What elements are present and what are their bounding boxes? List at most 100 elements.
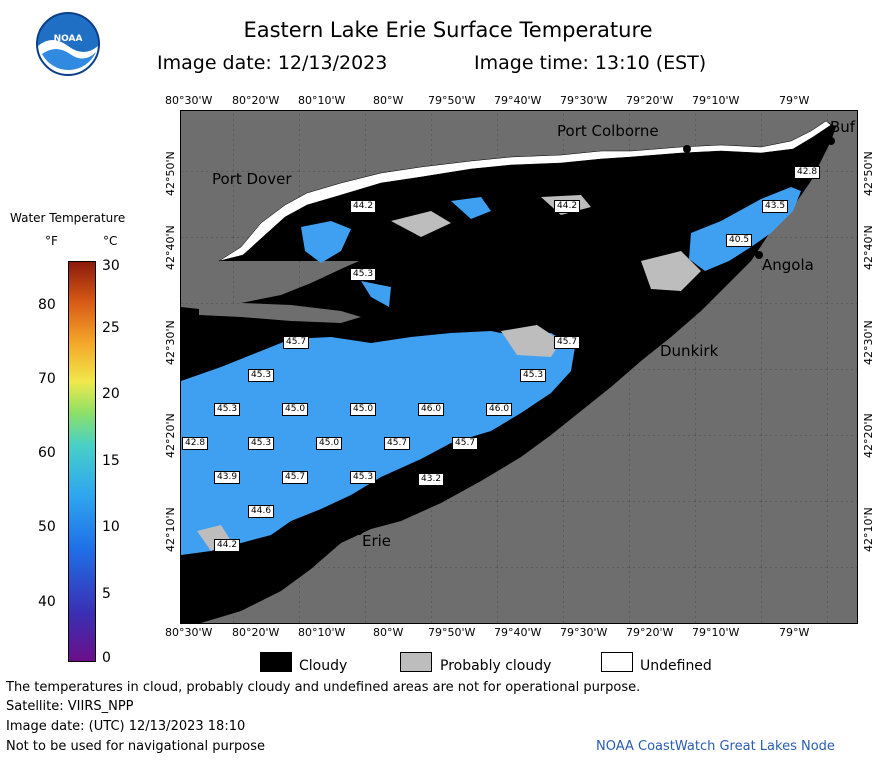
colorbar-f-tick: 50 <box>38 519 56 535</box>
temp-tag: 44.2 <box>214 539 241 552</box>
x-tick-top: 79°10'W <box>692 94 740 107</box>
x-tick-top: 80°10'W <box>298 94 346 107</box>
legend-label-undefined: Undefined <box>640 658 712 674</box>
noaa-logo-text: NOAA <box>53 34 83 44</box>
colorbar-c-tick: 20 <box>102 386 120 402</box>
temp-tag: 43.9 <box>214 471 241 484</box>
temp-tag: 43.2 <box>418 473 445 486</box>
x-tick-bottom: 79°W <box>779 626 810 639</box>
lake-erie-map <box>180 110 858 624</box>
place-label-port-dover: Port Dover <box>212 170 292 188</box>
temp-tag: 45.7 <box>452 437 479 450</box>
temp-tag: 45.3 <box>214 403 241 416</box>
x-tick-top: 80°30'W <box>165 94 213 107</box>
x-tick-top: 79°50'W <box>428 94 476 107</box>
x-tick-top: 80°20'W <box>232 94 280 107</box>
legend-swatch-cloudy <box>260 652 292 672</box>
temp-tag: 45.3 <box>248 437 275 450</box>
legend-label-cloudy: Cloudy <box>299 658 348 674</box>
temp-tag: 45.7 <box>554 336 581 349</box>
temp-tag: 45.0 <box>350 403 377 416</box>
image-time: Image time: 13:10 (EST) <box>474 52 707 74</box>
place-label-erie: Erie <box>362 532 392 550</box>
y-tick-right: 42°30'N <box>862 320 875 365</box>
y-tick-left: 42°20'N <box>164 413 177 458</box>
x-tick-bottom: 80°30'W <box>165 626 213 639</box>
colorbar-unit-c: °C <box>103 234 118 248</box>
temp-tag: 42.8 <box>794 166 821 179</box>
city-marker <box>755 251 763 259</box>
colorbar-c-tick: 25 <box>102 320 120 336</box>
x-tick-bottom: 79°40'W <box>494 626 542 639</box>
credit-text: NOAA CoastWatch Great Lakes Node <box>596 739 835 754</box>
navigation-warning: Not to be used for navigational purpose <box>6 739 266 754</box>
colorbar-f-tick: 70 <box>38 371 56 387</box>
x-tick-top: 79°40'W <box>494 94 542 107</box>
x-tick-bottom: 79°30'W <box>560 626 608 639</box>
y-tick-right: 42°50'N <box>862 151 875 196</box>
legend-label-probably-cloudy: Probably cloudy <box>440 658 552 674</box>
x-tick-top: 79°W <box>779 94 810 107</box>
y-tick-left: 42°10'N <box>164 507 177 552</box>
water-temperature-area <box>181 331 575 555</box>
y-tick-right: 42°40'N <box>862 225 875 270</box>
temp-tag: 45.7 <box>384 437 411 450</box>
city-marker <box>355 527 363 535</box>
colorbar-c-tick: 15 <box>102 453 120 469</box>
colorbar-c-tick: 5 <box>102 586 111 602</box>
temp-tag: 45.0 <box>282 403 309 416</box>
place-label-port-colborne: Port Colborne <box>557 122 659 140</box>
x-tick-bottom: 80°10'W <box>298 626 346 639</box>
temp-tag: 46.0 <box>486 403 513 416</box>
colorbar <box>68 261 96 662</box>
undefined-fringe <box>218 120 832 262</box>
temp-tag: 44.2 <box>554 200 581 213</box>
satellite-text: Satellite: VIIRS_NPP <box>6 699 134 714</box>
page-title: Eastern Lake Erie Surface Temperature <box>243 18 653 42</box>
temp-tag: 45.0 <box>316 437 343 450</box>
city-marker <box>651 339 659 347</box>
colorbar-unit-f: °F <box>45 234 58 248</box>
x-tick-top: 79°30'W <box>560 94 608 107</box>
utc-date-text: Image date: (UTC) 12/13/2023 18:10 <box>6 719 246 734</box>
temp-tag: 45.3 <box>350 471 377 484</box>
temp-tag: 42.8 <box>182 437 209 450</box>
colorbar-f-tick: 80 <box>38 297 56 313</box>
city-marker <box>827 137 835 145</box>
y-tick-left: 42°40'N <box>164 225 177 270</box>
map-canvas <box>181 111 857 623</box>
temp-tag: 45.3 <box>520 369 547 382</box>
colorbar-c-tick: 30 <box>102 258 120 274</box>
y-tick-left: 42°30'N <box>164 320 177 365</box>
temp-tag: 44.6 <box>248 505 275 518</box>
x-tick-bottom: 79°50'W <box>428 626 476 639</box>
x-tick-top: 79°20'W <box>626 94 674 107</box>
x-tick-bottom: 79°10'W <box>692 626 740 639</box>
temp-tag: 45.7 <box>282 471 309 484</box>
y-tick-right: 42°20'N <box>862 413 875 458</box>
temp-tag: 46.0 <box>418 403 445 416</box>
temp-tag: 45.3 <box>248 369 275 382</box>
legend-swatch-probably-cloudy <box>400 652 432 672</box>
x-tick-top: 80°W <box>373 94 404 107</box>
noaa-logo: NOAA <box>36 12 100 76</box>
place-label-buffalo: Buf <box>830 118 856 136</box>
colorbar-f-tick: 60 <box>38 445 56 461</box>
image-date: Image date: 12/13/2023 <box>157 52 388 74</box>
x-tick-bottom: 80°20'W <box>232 626 280 639</box>
temp-tag: 40.5 <box>726 234 753 247</box>
city-marker <box>683 145 691 153</box>
temp-tag: 43.5 <box>762 200 789 213</box>
legend-swatch-undefined <box>601 652 633 672</box>
temp-tag: 45.7 <box>283 336 310 349</box>
colorbar-f-tick: 40 <box>38 594 56 610</box>
colorbar-c-tick: 10 <box>102 519 120 535</box>
colorbar-title: Water Temperature <box>10 211 126 225</box>
temp-tag: 45.3 <box>350 268 377 281</box>
y-tick-left: 42°50'N <box>164 151 177 196</box>
colorbar-c-tick: 0 <box>102 650 111 666</box>
x-tick-bottom: 79°20'W <box>626 626 674 639</box>
place-label-dunkirk: Dunkirk <box>660 342 719 360</box>
place-label-angola: Angola <box>762 256 814 274</box>
y-tick-right: 42°10'N <box>862 507 875 552</box>
